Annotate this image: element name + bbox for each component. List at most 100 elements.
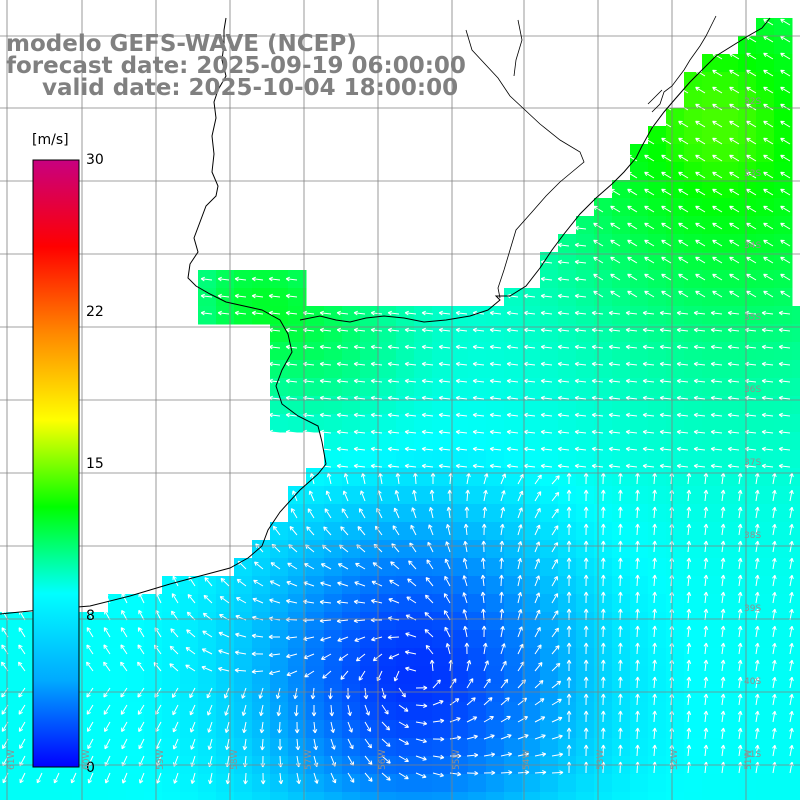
wind-arrow	[372, 562, 383, 570]
wind-arrow	[347, 738, 354, 750]
wind-arrow	[235, 632, 247, 638]
wind-arrow	[319, 412, 332, 418]
wind-arrow	[285, 635, 298, 641]
wind-arrow	[482, 506, 488, 519]
wind-speed-cell	[720, 414, 739, 433]
wind-arrow	[540, 446, 553, 452]
wind-arrow	[534, 716, 546, 723]
wind-arrow	[591, 378, 604, 384]
wind-speed-cell	[486, 306, 505, 325]
wind-arrow	[370, 344, 383, 350]
wind-speed-cell	[252, 270, 271, 289]
lat-label-40s: 40S	[744, 677, 762, 687]
wind-speed-cell	[504, 288, 523, 307]
wind-arrow	[566, 557, 572, 570]
wind-arrow	[635, 710, 640, 723]
wind-speed-cell	[774, 72, 793, 91]
wind-arrow	[557, 446, 570, 452]
wind-speed-cell	[504, 306, 523, 325]
wind-arrow	[551, 662, 561, 672]
wind-speed-cell	[522, 414, 541, 433]
wind-speed-cell	[234, 684, 253, 703]
wind-arrow	[746, 290, 757, 298]
wind-arrow	[729, 273, 740, 281]
wind-speed-cell	[648, 504, 667, 523]
wind-speed-cell	[396, 342, 415, 361]
wind-arrow	[269, 580, 281, 587]
wind-arrow	[370, 412, 383, 418]
wind-arrow	[286, 580, 298, 587]
wind-arrow	[517, 752, 530, 757]
wind-speed-cell	[18, 630, 37, 649]
wind-arrow	[754, 506, 760, 519]
wind-speed-cell	[270, 558, 289, 577]
wind-arrow	[789, 489, 794, 502]
colorbar-gradient	[32, 159, 80, 768]
wind-speed-cell	[666, 648, 685, 667]
wind-speed-cell	[738, 486, 757, 505]
wind-speed-cell	[792, 738, 800, 757]
wind-speed-cell	[144, 666, 163, 685]
wind-arrow	[445, 523, 451, 536]
wind-arrow	[104, 772, 111, 784]
wind-arrow	[676, 310, 689, 316]
wind-speed-cell	[594, 684, 613, 703]
wind-arrow	[695, 69, 706, 77]
wind-speed-cell	[774, 324, 793, 343]
wind-arrow	[269, 598, 281, 604]
wind-arrow	[729, 137, 740, 145]
wind-arrow	[746, 120, 757, 128]
lon-label-61w: 61W	[7, 749, 17, 770]
wind-arrow	[644, 154, 655, 162]
wind-arrow	[754, 608, 760, 621]
wind-arrow	[432, 772, 444, 778]
wind-speed-cell	[306, 792, 325, 800]
wind-arrow	[308, 490, 315, 502]
wind-speed-cell	[414, 486, 433, 505]
wind-arrow	[337, 636, 349, 642]
wind-speed-cell	[648, 522, 667, 541]
wind-arrow	[270, 562, 281, 570]
wind-arrow	[370, 310, 383, 316]
wind-arrow	[523, 293, 536, 299]
wind-arrow	[600, 727, 606, 740]
wind-arrow	[772, 489, 777, 502]
wind-speed-cell	[702, 270, 721, 289]
wind-arrow	[618, 744, 623, 757]
wind-speed-cell	[612, 540, 631, 559]
wind-arrow	[218, 631, 230, 638]
wind-arrow	[780, 205, 791, 213]
wind-arrow	[635, 676, 640, 689]
wind-speed-cell	[360, 792, 379, 800]
wind-arrow	[371, 636, 383, 642]
wind-speed-cell	[774, 702, 793, 721]
wind-speed-cell	[378, 684, 397, 703]
wind-speed-cell	[522, 594, 541, 613]
wind-arrow	[600, 523, 606, 536]
wind-arrow	[772, 540, 777, 553]
wind-speed-cell	[414, 576, 433, 595]
wind-arrow	[686, 574, 692, 587]
wind-arrow	[693, 361, 706, 367]
wind-speed-cell	[792, 432, 800, 451]
wind-speed-cell	[468, 378, 487, 397]
wind-arrow	[652, 506, 657, 519]
wind-arrow	[746, 103, 757, 111]
wind-arrow	[591, 429, 604, 435]
wind-arrow	[285, 429, 298, 435]
wind-speed-cell	[108, 666, 127, 685]
wind-speed-cell	[198, 738, 217, 757]
wind-speed-cell	[738, 126, 757, 145]
wind-speed-cell	[540, 558, 559, 577]
wind-speed-cell	[666, 180, 685, 199]
wind-speed-cell	[774, 414, 793, 433]
wind-speed-cell	[396, 414, 415, 433]
wind-arrow	[608, 310, 621, 316]
wind-speed-cell	[396, 612, 415, 631]
wind-arrow	[18, 721, 26, 732]
wind-arrow	[425, 644, 434, 655]
wind-arrow	[608, 327, 621, 333]
wind-speed-cell	[576, 360, 595, 379]
wind-arrow	[190, 772, 196, 784]
wind-arrow	[652, 693, 657, 706]
